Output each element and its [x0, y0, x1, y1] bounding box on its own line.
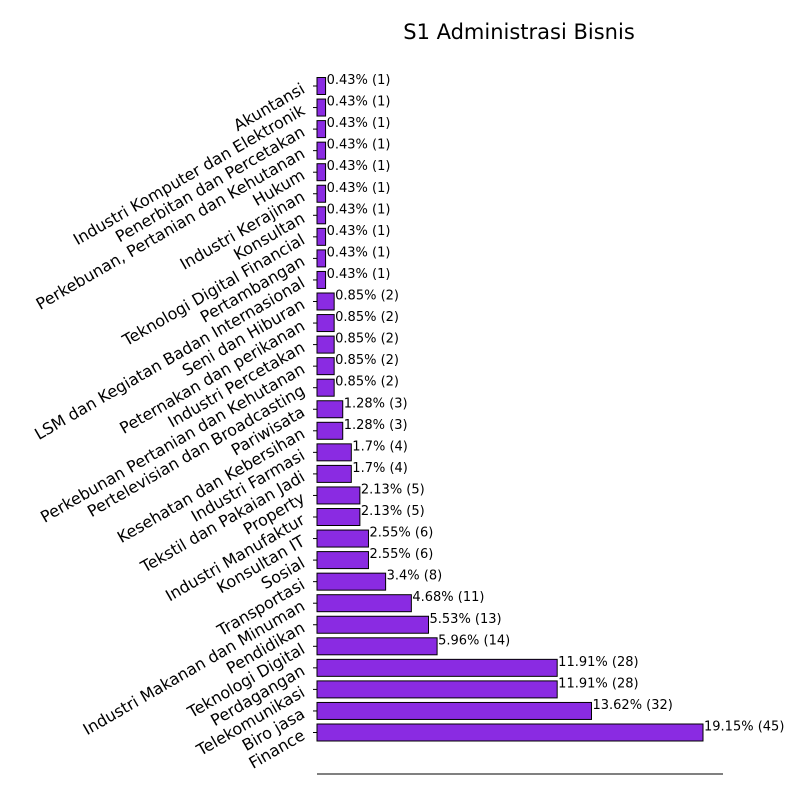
y-axis-tick-marks	[313, 85, 317, 733]
bar	[316, 292, 335, 311]
data-label: 0.85% (2)	[335, 375, 399, 390]
bar	[316, 486, 361, 505]
bar	[316, 270, 327, 289]
bar	[316, 421, 344, 440]
data-label: 0.43% (1)	[327, 73, 391, 88]
data-label: 1.7% (4)	[352, 439, 408, 454]
data-label: 5.96% (14)	[438, 633, 510, 648]
data-label: 3.4% (8)	[387, 569, 443, 584]
bar	[316, 163, 327, 182]
data-label: 0.43% (1)	[327, 95, 391, 110]
bar	[316, 335, 335, 354]
bar	[316, 77, 327, 95]
bar	[316, 658, 558, 677]
data-label: 0.85% (2)	[335, 289, 399, 304]
bar	[316, 701, 592, 720]
bar	[316, 400, 344, 419]
data-label: 2.13% (5)	[361, 504, 425, 519]
data-label: 1.7% (4)	[352, 461, 408, 476]
data-label: 4.68% (11)	[412, 590, 484, 605]
data-label: 0.85% (2)	[335, 353, 399, 368]
data-label: 0.85% (2)	[335, 332, 399, 347]
data-label: 2.55% (6)	[369, 526, 433, 541]
bar	[316, 551, 369, 570]
bar	[316, 378, 335, 397]
bar	[316, 357, 335, 376]
data-label: 13.62% (32)	[592, 698, 672, 713]
data-label: 1.28% (3)	[344, 418, 408, 433]
bar	[316, 615, 430, 634]
data-label: 0.43% (1)	[327, 267, 391, 282]
bar	[316, 594, 412, 613]
data-label: 2.55% (6)	[369, 547, 433, 562]
data-label: 0.43% (1)	[327, 138, 391, 153]
bar	[316, 680, 558, 699]
data-label: 0.43% (1)	[327, 202, 391, 217]
data-label: 0.43% (1)	[327, 245, 391, 260]
data-label: 1.28% (3)	[344, 396, 408, 411]
bar	[316, 443, 352, 462]
bars-group	[316, 77, 704, 742]
bar	[316, 227, 327, 246]
bar	[316, 529, 369, 548]
bar	[316, 508, 361, 526]
data-labels-group: 19.15% (45) 13.62% (32) 11.91% (28) 11.91% …	[327, 73, 785, 735]
bar	[316, 637, 438, 656]
bar	[316, 206, 327, 225]
data-label: 2.13% (5)	[361, 482, 425, 497]
data-label: 0.43% (1)	[327, 224, 391, 239]
data-label: 19.15% (45)	[704, 720, 784, 735]
data-label: 0.43% (1)	[327, 181, 391, 196]
data-label: 0.85% (2)	[335, 310, 399, 325]
data-label: 0.43% (1)	[327, 116, 391, 131]
bar	[316, 184, 327, 203]
data-label: 0.43% (1)	[327, 159, 391, 174]
bar	[316, 98, 327, 117]
data-label: 11.91% (28)	[558, 655, 638, 670]
data-label: 11.91% (28)	[558, 676, 638, 691]
bar	[316, 314, 335, 333]
bar	[316, 120, 327, 139]
bar	[316, 141, 327, 160]
bar	[316, 572, 387, 591]
chart-title: S1 Administrasi Bisnis	[403, 20, 635, 44]
bar	[316, 723, 704, 742]
data-label: 5.53% (13)	[430, 612, 502, 627]
bar	[316, 464, 352, 483]
bar	[316, 249, 327, 268]
